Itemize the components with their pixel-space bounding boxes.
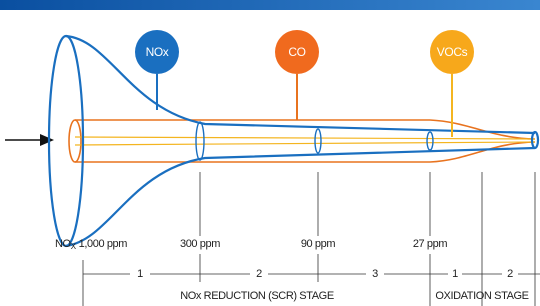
marker-label: NOx — [146, 45, 169, 59]
leader-lines — [200, 172, 535, 306]
step-number: 1 — [137, 268, 143, 280]
step-number: 2 — [256, 268, 262, 280]
concentration-label: 300 ppm — [180, 238, 220, 250]
concentration-label: 27 ppm — [413, 238, 448, 250]
stage-label: NOx REDUCTION (SCR) STAGE — [180, 290, 334, 302]
diagram: NOx CO VOCs NOX1,000 ppm 300 ppm 90 ppm … — [0, 0, 540, 306]
top-band — [0, 0, 540, 10]
step-number: 3 — [372, 268, 378, 280]
step-number: 2 — [507, 268, 513, 280]
stage-label: OXIDATION STAGE — [435, 290, 528, 302]
concentration-label: 90 ppm — [301, 238, 336, 250]
marker-nox: NOx — [135, 30, 179, 110]
step-number: 1 — [452, 268, 458, 280]
marker-label: CO — [288, 45, 305, 59]
marker-co: CO — [275, 30, 319, 120]
marker-label: VOCs — [437, 45, 468, 59]
flow-arrow — [5, 134, 54, 146]
